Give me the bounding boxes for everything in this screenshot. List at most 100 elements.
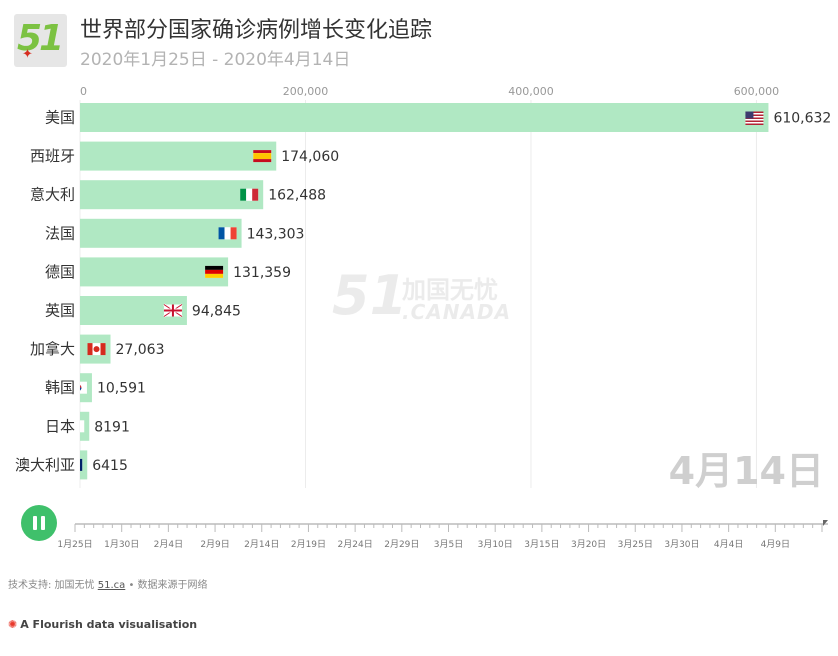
bar (80, 180, 264, 210)
flag-canton (745, 111, 754, 119)
pause-button[interactable] (21, 505, 57, 541)
flag-star (76, 465, 78, 467)
timeline-tick-label: 3月20日 (571, 539, 606, 550)
timeline-tick-label: 2月9日 (200, 539, 229, 550)
flag-bg (80, 420, 85, 433)
watermark-en: .CANADA (402, 300, 512, 324)
timeline-tick-label: 2月24日 (338, 539, 373, 550)
flag-kr-icon (80, 381, 87, 394)
category-label: 美国 (45, 109, 75, 127)
x-tick-label: 200,000 (283, 85, 329, 98)
timeline-tick-label: 2月4日 (154, 539, 183, 550)
bar (80, 103, 769, 132)
flag-de-icon (205, 265, 224, 278)
current-date-label: 4月14日 (668, 449, 824, 493)
value-label: 10,591 (97, 381, 146, 397)
value-label: 162,488 (268, 188, 326, 204)
flag-band (205, 265, 224, 270)
flourish-credit[interactable]: ✺ A Flourish data visualisation (8, 618, 197, 631)
pause-icon (33, 516, 37, 530)
value-label: 143,303 (247, 226, 305, 242)
bar (80, 257, 229, 287)
value-label: 27,063 (116, 342, 165, 358)
maple-leaf-icon: ✦ (22, 47, 33, 62)
x-tick-label: 600,000 (734, 85, 780, 98)
footer-tech-prefix: 技术支持: 加国无忧 (8, 580, 95, 591)
timeline-tick-label: 1月30日 (104, 539, 139, 550)
flourish-icon: ✺ (8, 618, 18, 631)
category-label: 西班牙 (30, 147, 75, 165)
category-label: 日本 (45, 417, 75, 435)
value-label: 610,632 (773, 111, 831, 127)
chart-subtitle: 2020年1月25日 - 2020年4月14日 (80, 50, 351, 70)
flag-stripe (745, 117, 764, 119)
flag-band (253, 150, 272, 154)
flag-gb-icon (163, 303, 183, 318)
category-label: 英国 (45, 302, 75, 320)
footer-credits: 技术支持: 加国无忧 51.ca • 数据来源于网络 (8, 576, 208, 591)
flag-taegeuk (80, 387, 82, 391)
flag-band (205, 273, 224, 278)
footer-link-51ca[interactable]: 51.ca (97, 580, 126, 591)
pause-icon-bar (41, 516, 45, 530)
flag-es-icon (253, 150, 272, 163)
flag-it-icon (240, 188, 259, 201)
category-label: 意大利 (30, 186, 75, 204)
flag-au-icon (76, 458, 83, 471)
value-label: 174,060 (281, 149, 339, 165)
flag-cross (163, 309, 182, 312)
timeline-tick-label: 3月30日 (664, 539, 699, 550)
chart-title: 世界部分国家确诊病例增长变化追踪 (80, 18, 433, 43)
category-label: 韩国 (45, 379, 75, 397)
category-label: 澳大利亚 (15, 456, 75, 474)
footer-tech-suffix: • 数据来源于网络 (125, 580, 208, 591)
watermark: 51 加国无忧 .CANADA (332, 264, 522, 328)
flag-us-icon (745, 111, 764, 125)
timeline-slider[interactable]: 1月25日 1月30日 2月4日 2月9日 2月14日 2月19日 2月24日 2月29日 3月… (0, 510, 838, 570)
bar (80, 218, 242, 248)
flag-ca-icon (87, 343, 106, 356)
flag-stripe (745, 111, 764, 113)
maple-leaf-icon (93, 346, 100, 353)
bar (80, 450, 88, 480)
value-label: 131,359 (233, 265, 291, 281)
flag-band (253, 159, 272, 163)
timeline-tick-label: 2月29日 (384, 539, 419, 550)
flag-jp-icon (80, 420, 85, 433)
timeline-handle (823, 520, 828, 526)
flag-stripe (745, 114, 764, 116)
flag-band (205, 269, 224, 274)
flag-fr-icon (218, 227, 237, 240)
flag-band (252, 188, 259, 201)
flag-band (230, 227, 237, 240)
flag-band (87, 343, 93, 356)
timeline-tick-label: 2月19日 (291, 539, 326, 550)
category-label: 德国 (45, 263, 75, 281)
x-tick-label: 0 (80, 85, 87, 98)
flag-band (218, 227, 225, 240)
flag-bg (80, 381, 87, 394)
logo-text: 51 (17, 18, 64, 59)
bar (80, 141, 277, 171)
category-label: 加拿大 (30, 340, 75, 358)
category-label: 法国 (45, 224, 75, 242)
watermark-cn: 加国无忧 (402, 276, 498, 304)
watermark-number: 51 (332, 264, 408, 327)
flag-stripe (745, 123, 764, 125)
timeline-tick-label: 1月25日 (57, 539, 92, 550)
flourish-label: A Flourish data visualisation (20, 618, 198, 631)
timeline-tick-label: 4月9日 (761, 539, 790, 550)
value-label: 6415 (92, 458, 128, 474)
x-tick-label: 400,000 (508, 85, 554, 98)
flag-band (253, 153, 272, 160)
flag-field (80, 458, 83, 471)
flag-band (224, 227, 231, 240)
value-label: 8191 (94, 419, 130, 435)
timeline-tick-label: 2月14日 (244, 539, 279, 550)
logo-51: 51 ✦ (14, 14, 67, 67)
timeline-tick-label: 4月4日 (714, 539, 743, 550)
timeline-tick-label: 3月5日 (434, 539, 463, 550)
flag-band (240, 188, 247, 201)
timeline-tick-label: 3月15日 (524, 539, 559, 550)
bar-chart: 0 200,000 400,000 600,000 美国 610,632 西班牙 174,06… (15, 85, 831, 488)
